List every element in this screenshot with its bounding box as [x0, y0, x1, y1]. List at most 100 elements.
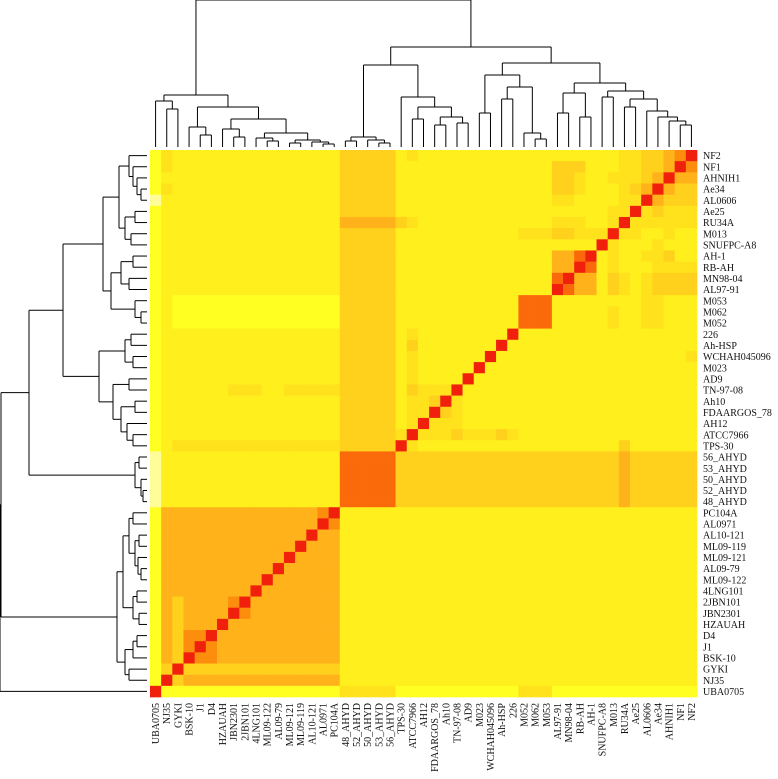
heatmap-cell	[183, 205, 195, 218]
heatmap-cell	[373, 574, 385, 586]
heatmap-cell	[496, 406, 508, 419]
heatmap-cell	[507, 540, 519, 553]
heatmap-cell	[317, 261, 329, 274]
heatmap-cell	[395, 585, 408, 597]
heatmap-cell	[551, 150, 564, 162]
heatmap-cell	[518, 373, 530, 385]
heatmap-cell	[618, 473, 631, 486]
heatmap-cell	[373, 551, 385, 564]
heatmap-cell	[607, 540, 620, 553]
heatmap-cell	[473, 350, 486, 363]
heatmap-cell	[216, 630, 229, 642]
heatmap-cell	[216, 618, 229, 631]
heatmap-cell	[306, 395, 318, 408]
heatmap-cell	[328, 462, 341, 475]
heatmap-cell	[641, 540, 653, 553]
heatmap-cell	[473, 183, 486, 195]
heatmap-cell	[451, 183, 463, 195]
heatmap-cell	[685, 429, 698, 441]
heatmap-cell	[652, 362, 664, 374]
heatmap-cell	[540, 574, 553, 586]
row-label: 226	[703, 330, 718, 341]
heatmap-cell	[529, 216, 542, 229]
column-label: ML09-122	[263, 703, 274, 746]
heatmap-cell	[239, 339, 251, 352]
heatmap-cell	[440, 328, 452, 341]
heatmap-cell	[473, 551, 486, 564]
heatmap-cell	[607, 429, 620, 441]
heatmap-cell	[384, 484, 396, 497]
heatmap-cell	[216, 283, 229, 296]
heatmap-cell	[406, 161, 419, 173]
heatmap-cell	[563, 328, 575, 341]
heatmap-cell	[484, 205, 497, 218]
heatmap-cell	[630, 551, 642, 564]
row-label: NF2	[703, 151, 721, 162]
heatmap-cell	[429, 596, 441, 609]
heatmap-cell	[641, 216, 653, 229]
heatmap-cell	[585, 540, 597, 553]
heatmap-cell	[362, 529, 374, 542]
heatmap-cell	[317, 641, 329, 653]
heatmap-cell	[205, 373, 218, 385]
heatmap-cell	[507, 328, 519, 341]
row-label: PC104A	[703, 508, 738, 519]
heatmap-cell	[518, 429, 530, 441]
heatmap-cell	[272, 373, 285, 385]
heatmap-cell	[150, 462, 162, 475]
heatmap-cell	[339, 663, 352, 676]
heatmap-cell	[518, 317, 530, 329]
heatmap-cell	[551, 429, 564, 441]
heatmap-cell	[618, 194, 631, 207]
heatmap-cell	[172, 484, 184, 497]
heatmap-cell	[473, 328, 486, 341]
heatmap-cell	[451, 205, 463, 218]
heatmap-cell	[194, 618, 207, 631]
heatmap-cell	[563, 540, 575, 553]
heatmap-cell	[663, 295, 676, 307]
heatmap-cell	[350, 261, 363, 274]
heatmap-cell	[172, 518, 184, 530]
heatmap-cell	[429, 172, 441, 184]
heatmap-cell	[596, 239, 609, 251]
heatmap-cell	[216, 607, 229, 620]
heatmap-cell	[228, 630, 240, 642]
heatmap-cell	[507, 395, 519, 408]
heatmap-cell	[529, 496, 542, 508]
heatmap-cell	[339, 250, 352, 262]
heatmap-cell	[406, 440, 419, 452]
heatmap-cell	[462, 674, 475, 687]
heatmap-cell	[618, 339, 631, 352]
heatmap-cell	[194, 239, 207, 251]
heatmap-cell	[473, 563, 486, 575]
heatmap-cell	[239, 205, 251, 218]
heatmap-cell	[183, 596, 195, 609]
heatmap-cell	[172, 161, 184, 173]
heatmap-cell	[663, 507, 676, 519]
heatmap-cell	[339, 641, 352, 653]
heatmap-cell	[574, 674, 586, 687]
heatmap-cell	[585, 596, 597, 609]
heatmap-cell	[484, 228, 497, 240]
heatmap-cell	[172, 585, 184, 597]
heatmap-cell	[272, 440, 285, 452]
heatmap-cell	[518, 540, 530, 553]
heatmap-cell	[451, 674, 463, 687]
heatmap-cell	[440, 507, 452, 519]
heatmap-cell	[518, 350, 530, 363]
heatmap-cell	[685, 161, 698, 173]
heatmap-cell	[674, 518, 687, 530]
heatmap-cell	[473, 272, 486, 285]
heatmap-cell	[429, 395, 441, 408]
heatmap-cell	[529, 641, 542, 653]
column-label: Ah10	[441, 703, 452, 725]
heatmap-cell	[607, 406, 620, 419]
heatmap-cell	[395, 429, 408, 441]
heatmap-cell	[250, 518, 262, 530]
heatmap-cell	[228, 373, 240, 385]
heatmap-cell	[362, 161, 374, 173]
heatmap-cell	[261, 205, 274, 218]
heatmap-cell	[172, 663, 184, 676]
row-label: SNUFPC-A8	[703, 240, 756, 251]
heatmap-cell	[496, 172, 508, 184]
